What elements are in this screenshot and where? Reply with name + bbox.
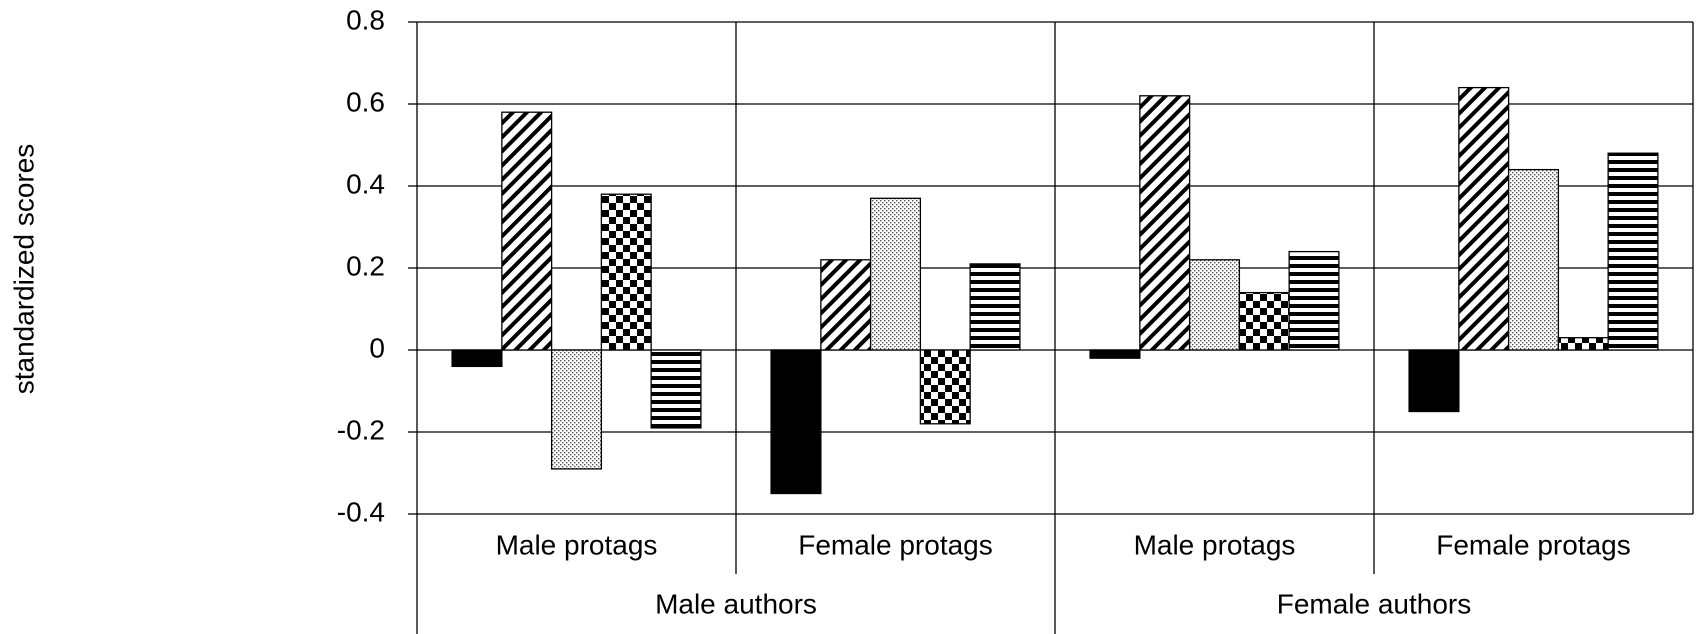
x-tick-label: Female protags	[798, 529, 993, 560]
bar	[869, 197, 922, 351]
bar	[451, 349, 503, 368]
y-tick-label: 0.2	[346, 250, 385, 281]
group-label: Female authors	[1277, 588, 1472, 619]
y-tick-label: -0.2	[337, 414, 385, 445]
bar	[969, 263, 1021, 351]
bar	[600, 193, 652, 351]
bar	[1238, 291, 1290, 351]
bar	[1507, 168, 1560, 351]
y-axis-label: standardized scores	[8, 144, 39, 395]
bar	[550, 349, 603, 470]
y-tick-label: -0.4	[337, 496, 385, 527]
x-tick-label: Male protags	[496, 529, 658, 560]
y-tick-label: 0.6	[346, 86, 385, 117]
bar	[1089, 349, 1141, 359]
bar	[1139, 95, 1191, 351]
bar	[1458, 86, 1510, 351]
y-tick-label: 0.8	[346, 4, 385, 35]
bar	[1557, 337, 1609, 351]
bar	[919, 349, 971, 425]
group-label: Male authors	[655, 588, 817, 619]
bar	[1607, 152, 1659, 351]
x-tick-label: Female protags	[1436, 529, 1631, 560]
bar	[1188, 259, 1241, 351]
bar	[770, 349, 822, 495]
y-tick-label: 0	[369, 332, 385, 363]
bar	[820, 259, 872, 351]
bar	[650, 349, 702, 429]
y-tick-label: 0.4	[346, 168, 385, 199]
bar	[501, 111, 553, 351]
x-tick-label: Male protags	[1134, 529, 1296, 560]
bar	[1408, 349, 1460, 413]
bar	[1288, 250, 1340, 351]
